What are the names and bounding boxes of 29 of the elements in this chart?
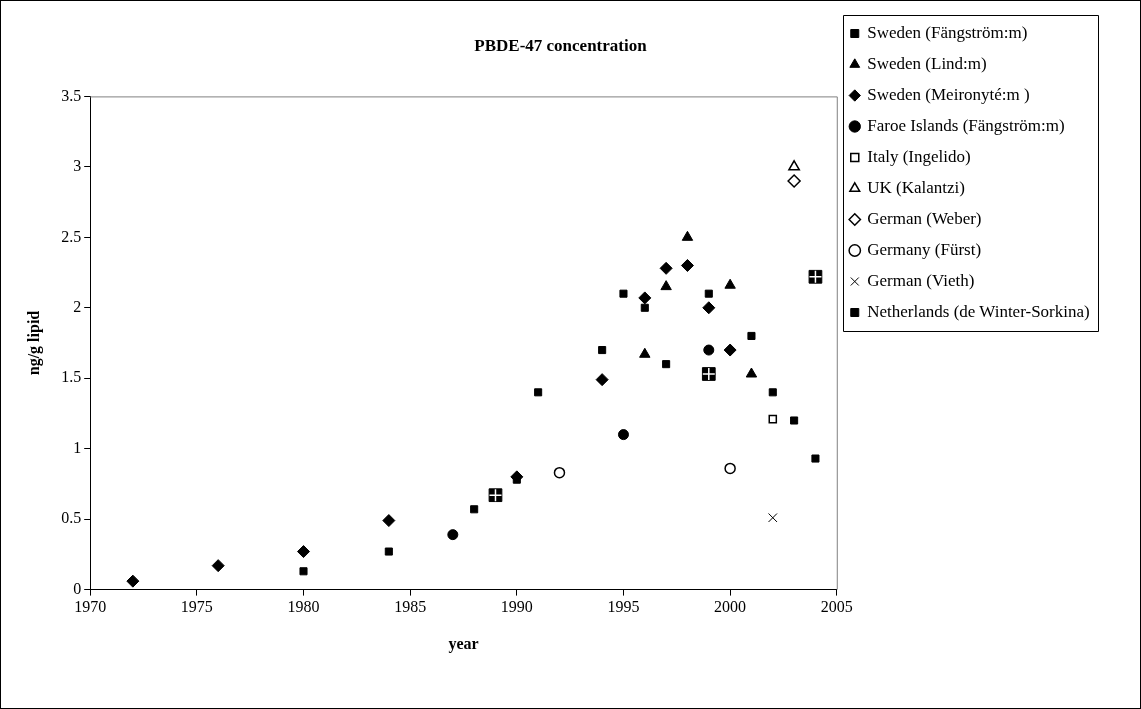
x-tick-label: 1985 (394, 598, 427, 616)
y-tick-label: 3 (73, 157, 82, 175)
x-tick-label: 1970 (74, 598, 107, 616)
legend-label: Faroe Islands (Fängström:m) (867, 115, 1065, 135)
legend-label: Netherlands (de Winter-Sorkina) (867, 301, 1090, 321)
y-tick-label: 0 (73, 579, 82, 597)
legend-label: Italy (Ingelido) (867, 146, 971, 166)
legend-label: German (Weber) (867, 208, 982, 228)
legend-label: Sweden (Lind:m) (867, 53, 987, 73)
legend-label: Sweden (Fängström:m) (867, 22, 1028, 42)
x-axis-title: year (448, 634, 479, 653)
x-tick-label: 1995 (607, 598, 640, 616)
y-tick-label: 2.5 (61, 227, 82, 245)
legend-label: Sweden (Meironyté:m ) (867, 84, 1030, 104)
x-tick-label: 2000 (714, 598, 747, 616)
y-tick-label: 1 (73, 438, 82, 456)
chart-title: PBDE-47 concentration (474, 35, 648, 55)
x-tick-label: 1975 (180, 598, 213, 616)
legend-label: German (Vieth) (867, 270, 975, 290)
legend-label: UK (Kalantzi) (867, 177, 965, 197)
legend-label: Germany (Fürst) (867, 239, 982, 259)
x-tick-label: 1990 (500, 598, 533, 616)
y-axis-title: ng/g lipid (24, 310, 43, 376)
y-tick-label: 2 (73, 297, 82, 315)
y-tick-label: 1.5 (61, 368, 82, 386)
x-tick-label: 2005 (820, 598, 853, 616)
x-tick-label: 1980 (287, 598, 320, 616)
y-tick-label: 0.5 (61, 509, 82, 527)
y-tick-label: 3.5 (61, 86, 82, 104)
